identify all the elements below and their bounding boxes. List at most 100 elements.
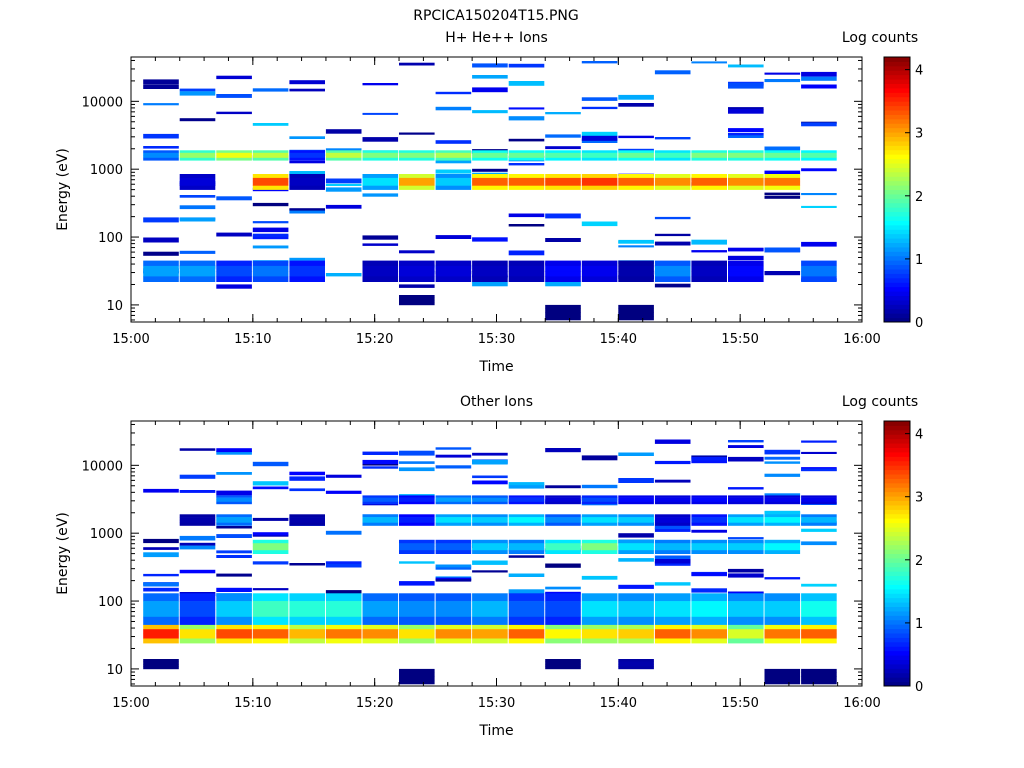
count-cell (691, 616, 727, 625)
count-cell (179, 185, 216, 190)
count-cell (654, 546, 691, 551)
colorbar-step (884, 641, 910, 647)
count-cell (801, 629, 837, 635)
count-cell (289, 171, 325, 175)
count-cell (728, 82, 764, 87)
count-cell (545, 539, 581, 544)
count-cell (179, 118, 216, 122)
colorbar-tick-label: 1 (915, 617, 923, 632)
count-cell (728, 185, 764, 190)
count-cell (618, 260, 654, 267)
colorbar-step (884, 123, 910, 129)
count-cell (472, 150, 508, 154)
count-cell (764, 497, 801, 500)
count-cell (435, 550, 472, 554)
count-cell (545, 616, 581, 625)
count-cell (691, 459, 727, 464)
colorbar-step (884, 531, 910, 537)
count-cell (545, 181, 581, 186)
count-cell (252, 123, 289, 126)
count-cell (435, 616, 472, 625)
count-cell (179, 181, 216, 186)
count-cell (362, 235, 399, 240)
count-cell (472, 276, 508, 282)
count-cell (252, 227, 289, 233)
count-cell (399, 638, 435, 644)
count-cell (801, 84, 837, 89)
count-cell (289, 271, 325, 277)
count-cell (472, 475, 508, 479)
count-cell (289, 177, 325, 183)
count-cell (691, 629, 727, 635)
count-cell (654, 495, 691, 498)
count-cell (691, 185, 727, 190)
count-cell (691, 546, 727, 551)
count-cell (764, 449, 801, 455)
count-cell (581, 638, 618, 644)
count-cell (216, 276, 252, 282)
count-cell (508, 550, 545, 554)
panel-title: Other Ions (460, 394, 533, 410)
count-cell (581, 609, 618, 618)
count-cell (216, 522, 252, 526)
count-cell (325, 183, 362, 186)
count-cell (508, 484, 545, 489)
count-cell (691, 501, 727, 505)
count-cell (801, 522, 837, 526)
count-cell (618, 276, 654, 282)
count-cell (472, 480, 508, 485)
colorbar-step (884, 299, 910, 305)
colorbar-step (884, 451, 910, 457)
count-cell (472, 271, 508, 277)
colorbar-step (884, 540, 910, 546)
count-cell (289, 136, 325, 139)
count-cell (472, 514, 508, 518)
count-cell (654, 479, 691, 483)
energy-band (143, 593, 837, 625)
colorbar-step (884, 154, 910, 160)
count-cell (764, 519, 801, 523)
count-cell (508, 609, 545, 618)
count-cell (545, 316, 581, 321)
count-cell (618, 659, 654, 662)
count-cell (581, 575, 618, 580)
count-cell (435, 235, 472, 239)
count-cell (143, 593, 179, 602)
count-cell (143, 624, 179, 630)
count-cell (764, 546, 801, 551)
count-cell (764, 672, 801, 677)
count-cell (362, 177, 399, 183)
count-cell (179, 616, 216, 625)
count-cell (289, 593, 325, 602)
sparse-count-rows (143, 439, 837, 597)
count-cell (581, 181, 618, 186)
count-cell (508, 181, 545, 186)
colorbar-step (884, 593, 910, 599)
count-cell (801, 638, 837, 644)
count-cell (435, 447, 472, 450)
count-cell (618, 517, 654, 521)
count-cell (801, 680, 837, 685)
count-cell (435, 519, 472, 523)
count-cell (325, 273, 362, 277)
count-cell (179, 545, 216, 550)
count-cell (581, 185, 618, 190)
count-cell (508, 265, 545, 272)
count-cell (399, 609, 435, 618)
count-cell (362, 624, 399, 630)
colorbar-step (884, 668, 910, 674)
energy-band (399, 668, 837, 685)
count-cell (545, 601, 581, 610)
colorbar: 0 1 2 3 4 Log counts (842, 30, 923, 331)
count-cell (508, 63, 545, 68)
count-cell (801, 633, 837, 639)
count-cell (545, 265, 581, 272)
colorbar-step (884, 553, 910, 559)
count-cell (508, 152, 545, 156)
count-cell (435, 638, 472, 644)
count-cell (325, 150, 362, 154)
count-cell (325, 204, 362, 209)
count-cell (252, 276, 289, 282)
colorbar-step (884, 646, 910, 652)
count-cell (545, 174, 581, 179)
